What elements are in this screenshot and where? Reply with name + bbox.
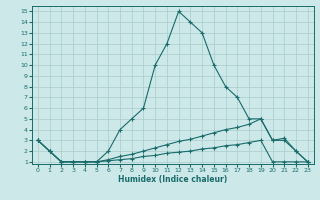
- X-axis label: Humidex (Indice chaleur): Humidex (Indice chaleur): [118, 175, 228, 184]
